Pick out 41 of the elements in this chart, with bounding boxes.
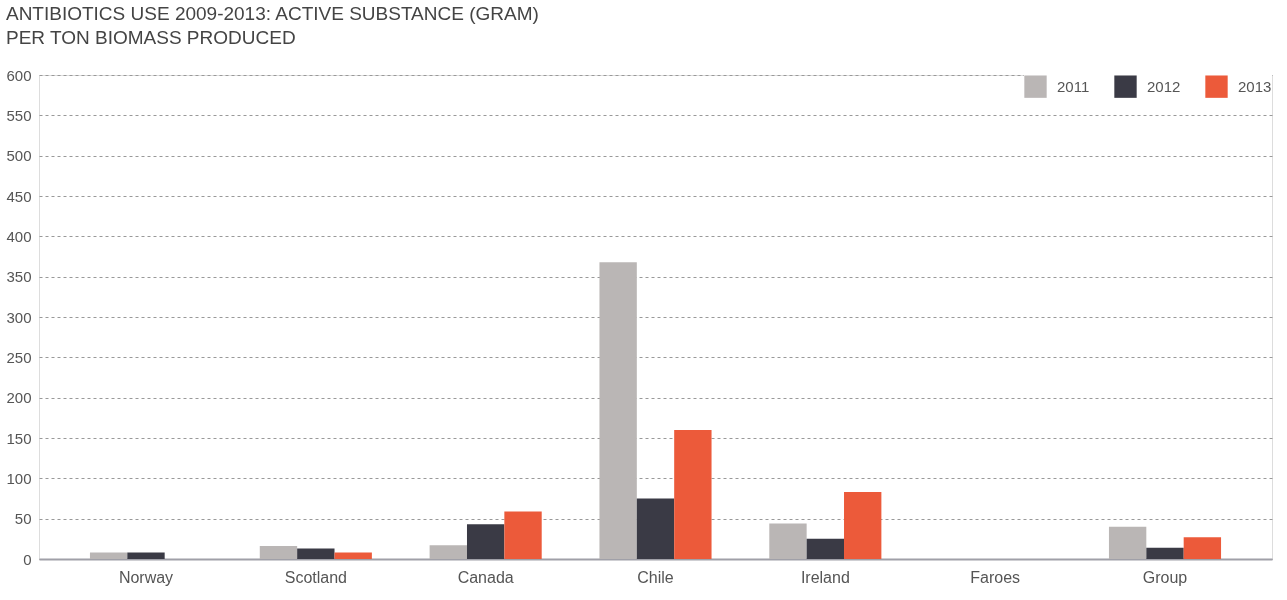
y-tick-label: 100 — [6, 469, 32, 487]
chart-title: ANTIBIOTICS USE 2009-2013: ACTIVE SUBSTANCE (GRAM) PER TON BIOMASS PRODUCED — [5, 3, 539, 48]
bar — [1108, 526, 1147, 559]
bar — [429, 545, 467, 559]
bar — [769, 523, 807, 559]
bar — [259, 546, 298, 559]
y-tick-label: 200 — [6, 389, 32, 407]
y-tick-label: 350 — [6, 268, 32, 286]
x-tick-label: Ireland — [800, 568, 850, 586]
y-tick-label: 150 — [6, 429, 32, 447]
x-tick-label: Faroes — [970, 568, 1021, 586]
y-tick-label: 300 — [6, 308, 32, 326]
y-tick-label: 0 — [23, 550, 32, 568]
bar — [1146, 547, 1184, 559]
x-tick-label: Norway — [118, 568, 174, 586]
bar — [636, 498, 675, 559]
bar — [674, 429, 712, 559]
legend-label: 2013 — [1238, 77, 1272, 95]
bar — [599, 262, 637, 559]
bar — [89, 552, 128, 559]
legend-label: 2011 — [1057, 77, 1090, 95]
y-tick-label: 500 — [6, 147, 32, 165]
x-tick-label: Canada — [457, 568, 514, 586]
legend-label: 2012 — [1147, 77, 1181, 95]
bar — [466, 524, 505, 559]
x-tick-label: Scotland — [284, 568, 347, 586]
bar — [297, 548, 335, 559]
y-tick-label: 400 — [6, 227, 32, 245]
bar — [504, 511, 542, 559]
bar — [806, 538, 845, 559]
bar — [334, 552, 372, 559]
bar — [1183, 537, 1222, 559]
x-tick-label: Group — [1142, 568, 1188, 586]
y-tick-label: 450 — [6, 187, 32, 205]
y-tick-label: 550 — [6, 106, 32, 124]
y-tick-label: 250 — [6, 348, 32, 366]
bar — [844, 492, 882, 559]
bar — [127, 552, 165, 559]
x-tick-label: Chile — [637, 568, 674, 586]
y-tick-label: 50 — [14, 510, 32, 528]
y-tick-label: 600 — [6, 66, 32, 84]
